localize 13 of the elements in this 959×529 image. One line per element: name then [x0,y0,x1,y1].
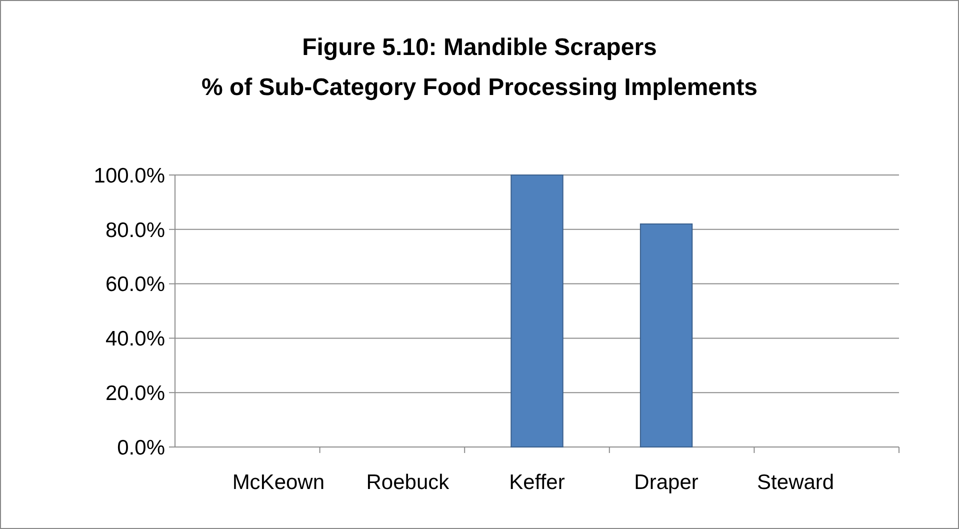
y-tick-label: 40.0% [105,328,165,351]
y-tick-label: 60.0% [105,273,165,296]
x-tick-label: McKeown [232,471,325,494]
chart-title: Figure 5.10: Mandible Scrapers [302,34,657,61]
x-tick-label: Roebuck [366,471,450,494]
y-tick-label: 0.0% [117,436,165,460]
x-tick-label: Steward [757,471,834,494]
y-tick-label: 20.0% [105,382,165,405]
x-tick-label: Keffer [509,471,565,494]
y-tick-label: 100.0% [94,164,165,188]
chart-subtitle: % of Sub-Category Food Processing Implements [201,74,758,101]
y-tick-label: 80.0% [105,218,165,242]
x-tick-label: Draper [634,471,698,494]
